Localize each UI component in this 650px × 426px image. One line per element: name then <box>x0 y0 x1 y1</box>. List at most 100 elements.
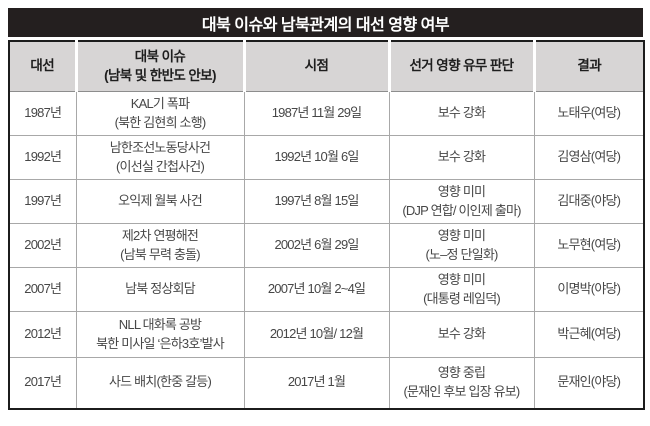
cell-line: 사드 배치(한중 갈등) <box>109 374 212 390</box>
cell-judgment: 보수 강화 <box>388 311 535 358</box>
cell-time: 1987년 11월 29일 <box>243 91 390 136</box>
cell-line: 보수 강화 <box>437 149 486 165</box>
cell-line: 문재인(야당) <box>557 374 621 390</box>
cell-result: 김대중(야당) <box>533 179 645 224</box>
cell-judgment: 보수 강화 <box>388 135 535 180</box>
cell-line: 영향 중립 <box>437 364 486 380</box>
cell-time: 1997년 8월 15일 <box>243 179 390 224</box>
cell-line: (이선실 간첩사건) <box>116 158 205 174</box>
cell-result: 노태우(여당) <box>533 91 645 136</box>
cell-line: 1992년 <box>24 149 62 165</box>
cell-line: 2007년 10월 2~4일 <box>267 281 366 297</box>
cell-line: 2002년 6월 29일 <box>274 237 359 253</box>
cell-result: 문재인(야당) <box>533 357 645 409</box>
cell-line: 제2차 연평해전 <box>121 227 199 243</box>
cell-election: 2017년 <box>8 357 77 409</box>
cell-line: 1987년 11월 29일 <box>271 105 362 121</box>
table-row: 1997년 오익제 월북 사건 1997년 8월 15일 영향 미미 (DJP 연합/ … <box>8 179 645 224</box>
cell-issue: 남한조선노동당사건 (이선실 간첩사건) <box>75 135 245 180</box>
cell-line: 북한 미사일 ‘은하3호’발사 <box>96 335 225 351</box>
cell-line: (DJP 연합/ 이인제 출마) <box>402 202 521 218</box>
cell-line: NLL 대화록 공방 <box>118 316 202 332</box>
page-title: 대북 이슈와 남북관계의 대선 영향 여부 <box>8 8 643 37</box>
header-cell-election: 대선 <box>8 41 76 92</box>
cell-result: 이명박(야당) <box>533 267 645 312</box>
cell-line: (노–정 단일화) <box>425 246 498 262</box>
cell-line: 영향 미미 <box>437 227 486 243</box>
cell-line: 영향 미미 <box>437 271 486 287</box>
cell-result: 김영삼(여당) <box>533 135 645 180</box>
cell-line: 김대중(야당) <box>557 193 621 209</box>
cell-line: 노무현(여당) <box>557 237 621 253</box>
header-label-line: 결과 <box>577 58 602 74</box>
cell-result: 박근혜(여당) <box>533 311 645 358</box>
header-label-line: 선거 영향 유무 판단 <box>409 58 514 74</box>
cell-line: 2017년 1월 <box>287 374 346 390</box>
header-cell-result: 결과 <box>532 41 644 92</box>
cell-line: (문재인 후보 입장 유보) <box>403 383 521 399</box>
table-row: 2017년 사드 배치(한중 갈등) 2017년 1월 영향 중립 (문재인 후보 입장… <box>8 357 645 409</box>
cell-line: 2012년 10월/ 12월 <box>269 326 364 342</box>
cell-time: 2007년 10월 2~4일 <box>243 267 390 312</box>
cell-line: (대통령 레임덕) <box>423 290 501 306</box>
election-impact-table: 대선 대북 이슈 (남북 및 한반도 안보) 시점 선거 영향 유무 판단 결과 1987… <box>8 40 645 410</box>
title-divider <box>8 37 643 40</box>
table-row: 1992년 남한조선노동당사건 (이선실 간첩사건) 1992년 10월 6일 보수 강… <box>8 135 645 180</box>
cell-line: 영향 미미 <box>437 183 486 199</box>
cell-judgment: 영향 미미 (DJP 연합/ 이인제 출마) <box>388 179 535 224</box>
cell-judgment: 영향 미미 (대통령 레임덕) <box>388 267 535 312</box>
cell-issue: 제2차 연평해전 (남북 무력 충돌) <box>75 223 245 268</box>
cell-line: 1997년 8월 15일 <box>274 193 359 209</box>
cell-result: 노무현(여당) <box>533 223 645 268</box>
cell-line: 남북 정상회담 <box>125 281 196 297</box>
cell-line: 박근혜(여당) <box>557 326 621 342</box>
cell-line: 2002년 <box>24 237 62 253</box>
cell-line: 노태우(여당) <box>557 105 621 121</box>
cell-issue: 남북 정상회담 <box>75 267 245 312</box>
cell-time: 2002년 6월 29일 <box>243 223 390 268</box>
cell-election: 1992년 <box>8 135 77 180</box>
cell-line: 보수 강화 <box>437 326 486 342</box>
cell-election: 2007년 <box>8 267 77 312</box>
table-row: 2007년 남북 정상회담 2007년 10월 2~4일 영향 미미 (대통령 레임덕)… <box>8 267 645 312</box>
header-label-line: 대선 <box>30 58 55 74</box>
cell-judgment: 보수 강화 <box>388 91 535 136</box>
cell-issue: KAL기 폭파 (북한 김현희 소행) <box>75 91 245 136</box>
cell-line: 2017년 <box>24 374 62 390</box>
cell-election: 1997년 <box>8 179 77 224</box>
cell-issue: 사드 배치(한중 갈등) <box>75 357 245 409</box>
header-cell-time: 시점 <box>242 41 389 92</box>
header-label-line: (남북 및 한반도 안보) <box>104 67 216 83</box>
cell-line: (남북 무력 충돌) <box>120 246 200 262</box>
cell-line: 김영삼(여당) <box>557 149 621 165</box>
cell-time: 2017년 1월 <box>243 357 390 409</box>
table-row: 1987년 KAL기 폭파 (북한 김현희 소행) 1987년 11월 29일 보수 강… <box>8 91 645 136</box>
cell-line: 오익제 월북 사건 <box>118 193 203 209</box>
cell-judgment: 영향 중립 (문재인 후보 입장 유보) <box>388 357 535 409</box>
cell-line: 1992년 10월 6일 <box>274 149 359 165</box>
cell-election: 2002년 <box>8 223 77 268</box>
header-label-line: 시점 <box>304 58 329 74</box>
cell-line: 이명박(야당) <box>557 281 621 297</box>
cell-issue: 오익제 월북 사건 <box>75 179 245 224</box>
cell-line: 2007년 <box>24 281 62 297</box>
table-body: 1987년 KAL기 폭파 (북한 김현희 소행) 1987년 11월 29일 보수 강… <box>8 91 645 409</box>
cell-time: 1992년 10월 6일 <box>243 135 390 180</box>
cell-election: 1987년 <box>8 91 77 136</box>
header-row: 대선 대북 이슈 (남북 및 한반도 안보) 시점 선거 영향 유무 판단 결과 <box>8 41 644 92</box>
cell-line: 보수 강화 <box>437 105 486 121</box>
cell-line: 1987년 <box>24 105 62 121</box>
cell-judgment: 영향 미미 (노–정 단일화) <box>388 223 535 268</box>
cell-line: (북한 김현희 소행) <box>114 114 207 130</box>
cell-line: 2012년 <box>24 326 62 342</box>
cell-election: 2012년 <box>8 311 77 358</box>
table-row: 2002년 제2차 연평해전 (남북 무력 충돌) 2002년 6월 29일 영향 미미… <box>8 223 645 268</box>
cell-line: KAL기 폭파 <box>130 95 190 111</box>
election-impact-panel: 대북 이슈와 남북관계의 대선 영향 여부 대선 대북 이슈 (남북 및 한반도 안… <box>8 8 645 410</box>
header-label-line: 대북 이슈 <box>134 48 186 64</box>
header-cell-issue: 대북 이슈 (남북 및 한반도 안보) <box>74 41 244 92</box>
header-cell-judgment: 선거 영향 유무 판단 <box>387 41 534 92</box>
cell-line: 남한조선노동당사건 <box>109 139 211 155</box>
